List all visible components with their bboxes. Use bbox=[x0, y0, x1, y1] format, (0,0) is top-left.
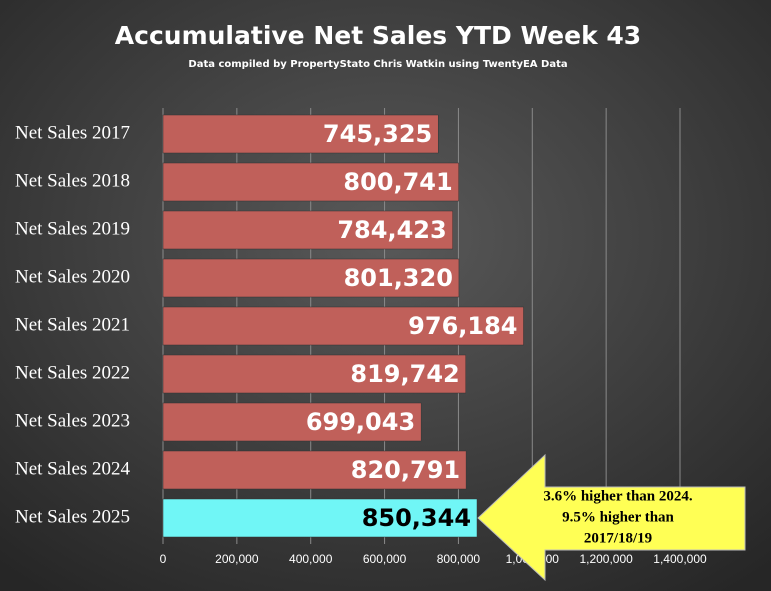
x-tick-label: 600,000 bbox=[363, 552, 407, 566]
value-label: 745,325 bbox=[323, 120, 432, 148]
bar bbox=[162, 162, 459, 202]
value-label: 850,344 bbox=[362, 504, 471, 532]
value-label: 784,423 bbox=[337, 216, 446, 244]
value-label: 820,791 bbox=[351, 456, 460, 484]
value-label: 699,043 bbox=[306, 408, 415, 436]
bar bbox=[162, 354, 466, 394]
chart-title: Accumulative Net Sales YTD Week 43 bbox=[115, 21, 641, 50]
value-label: 819,742 bbox=[350, 360, 459, 388]
bar bbox=[162, 306, 524, 346]
value-label: 800,741 bbox=[343, 168, 452, 196]
bar bbox=[162, 258, 460, 298]
annotation-arrow bbox=[477, 453, 746, 582]
chart-subtitle: Data compiled by PropertyStato Chris Wat… bbox=[188, 59, 567, 70]
x-tick-label: 800,000 bbox=[437, 552, 481, 566]
bar bbox=[162, 402, 422, 442]
bars: Net Sales 2017 745,325 Net Sales 2018 800,7… bbox=[15, 114, 524, 538]
bar bbox=[162, 498, 478, 538]
category-label: Net Sales 2021 bbox=[15, 314, 130, 335]
annotation-text: 3.6% higher than 2024. bbox=[543, 488, 693, 504]
category-label: Net Sales 2017 bbox=[15, 122, 130, 143]
category-label: Net Sales 2023 bbox=[15, 410, 130, 431]
annotation: 3.6% higher than 2024. 9.5% higher than 20… bbox=[477, 453, 746, 582]
category-label: Net Sales 2025 bbox=[15, 506, 130, 527]
category-label: Net Sales 2020 bbox=[15, 266, 130, 287]
bar bbox=[162, 450, 467, 490]
x-tick-label: 200,000 bbox=[215, 552, 259, 566]
annotation-text: 2017/18/19 bbox=[584, 530, 652, 546]
category-label: Net Sales 2024 bbox=[15, 458, 131, 479]
x-tick-label: 1,200,000 bbox=[579, 552, 633, 566]
category-label: Net Sales 2022 bbox=[15, 362, 130, 383]
value-label: 976,184 bbox=[408, 312, 517, 340]
x-tick-label: 0 bbox=[160, 552, 167, 566]
annotation-text: 9.5% higher than bbox=[562, 509, 674, 525]
x-tick-label: 400,000 bbox=[289, 552, 333, 566]
x-tick-label: 1,400,000 bbox=[653, 552, 707, 566]
category-label: Net Sales 2018 bbox=[15, 170, 130, 191]
bar bbox=[162, 210, 453, 250]
value-label: 801,320 bbox=[344, 264, 453, 292]
category-label: Net Sales 2019 bbox=[15, 218, 130, 239]
bar bbox=[162, 114, 439, 154]
